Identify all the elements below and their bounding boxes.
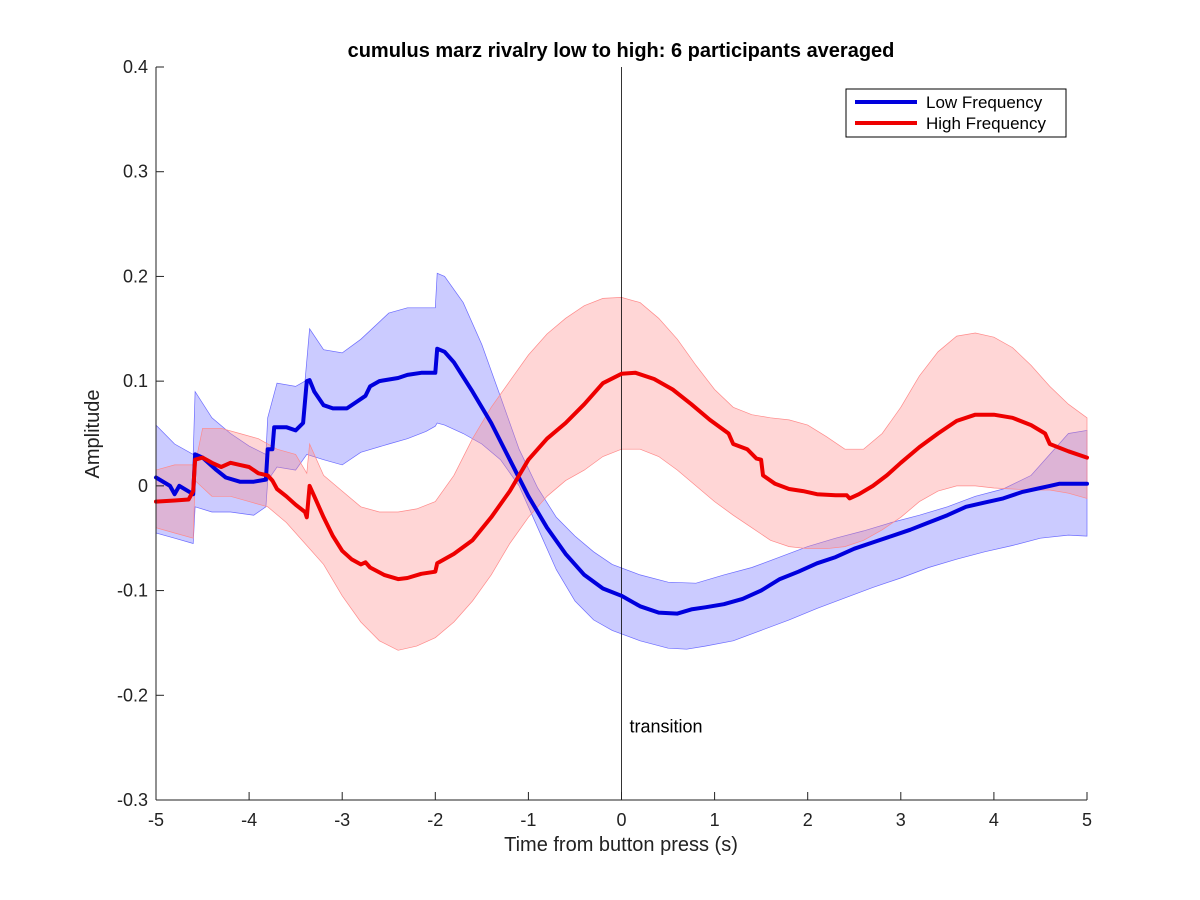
y-tick-label: 0 (138, 476, 148, 496)
x-tick-label: 5 (1082, 810, 1092, 830)
x-tick-label: -5 (148, 810, 164, 830)
x-axis-title: Time from button press (s) (504, 834, 738, 856)
x-tick-label: 0 (616, 810, 626, 830)
y-tick-label: 0.1 (123, 371, 148, 391)
chart-title: cumulus marz rivalry low to high: 6 part… (348, 40, 895, 62)
x-tick-label: 2 (803, 810, 813, 830)
y-tick-label: -0.2 (117, 685, 148, 705)
series-line-low-frequency (154, 346, 1089, 616)
annotation-transition: transition (630, 717, 703, 737)
legend-label-high-frequency: High Frequency (926, 114, 1047, 133)
y-tick-label: -0.1 (117, 581, 148, 601)
x-tick-label: 4 (989, 810, 999, 830)
y-tick-label: 0.4 (123, 57, 148, 77)
y-tick-label: 0.3 (123, 162, 148, 182)
x-tick-label: -4 (241, 810, 257, 830)
x-tick-label: -1 (520, 810, 536, 830)
x-tick-label: -2 (427, 810, 443, 830)
y-axis-title: Amplitude (82, 390, 104, 479)
x-tick-label: 1 (710, 810, 720, 830)
x-tick-label: 3 (896, 810, 906, 830)
series-line-high-frequency (154, 370, 1089, 582)
x-tick-label: -3 (334, 810, 350, 830)
y-tick-label: 0.2 (123, 266, 148, 286)
y-axis-ticks: -0.3 -0.2 -0.1 0 0.1 0.2 0.3 0.4 (117, 57, 164, 810)
x-axis-ticks: -5 -4 -3 -2 -1 0 1 2 3 4 5 (148, 792, 1092, 830)
plot-area: transition (154, 67, 1089, 800)
legend-label-low-frequency: Low Frequency (926, 93, 1043, 112)
y-tick-label: -0.3 (117, 790, 148, 810)
legend: Low Frequency High Frequency (845, 88, 1067, 138)
legend-box (845, 88, 1067, 138)
